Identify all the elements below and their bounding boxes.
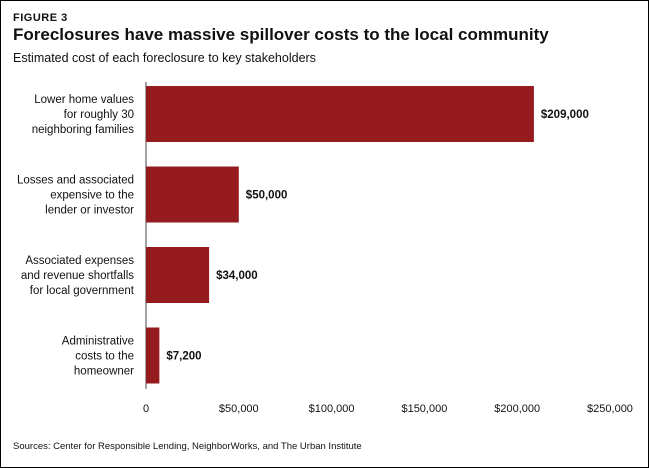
x-tick-label: 0 [143,403,149,415]
x-tick-label: $50,000 [219,403,259,415]
x-tick-label: $100,000 [309,403,355,415]
category-label: lender or investor [45,205,134,217]
category-label: for local government [30,285,135,297]
chart-subtitle: Estimated cost of each foreclosure to ke… [13,51,316,65]
data-label: $209,000 [541,109,589,121]
x-tick-label: $250,000 [587,403,633,415]
category-label: homeowner [74,366,134,378]
chart-title: Foreclosures have massive spillover cost… [13,25,549,44]
category-label: costs to the [75,351,134,363]
category-label: Lower home values [34,94,134,106]
category-label: Losses and associated [17,175,134,187]
x-tick-label: $150,000 [401,403,447,415]
category-label: and revenue shortfalls [21,270,134,282]
category-label: Administrative [62,336,134,348]
category-label: expensive to the [50,190,134,202]
source-note: Sources: Center for Responsible Lending,… [13,441,362,452]
figure-label: FIGURE 3 [13,12,68,24]
category-label: Associated expenses [25,255,134,267]
category-label: for roughly 30 [64,109,134,121]
data-label: $34,000 [216,270,258,282]
data-label: $7,200 [166,351,201,363]
x-tick-label: $200,000 [494,403,540,415]
bar [146,166,239,223]
bar [146,247,210,303]
category-label: neighboring families [32,124,135,136]
data-label: $50,000 [246,190,288,202]
bar [146,86,534,142]
bar [146,327,160,384]
